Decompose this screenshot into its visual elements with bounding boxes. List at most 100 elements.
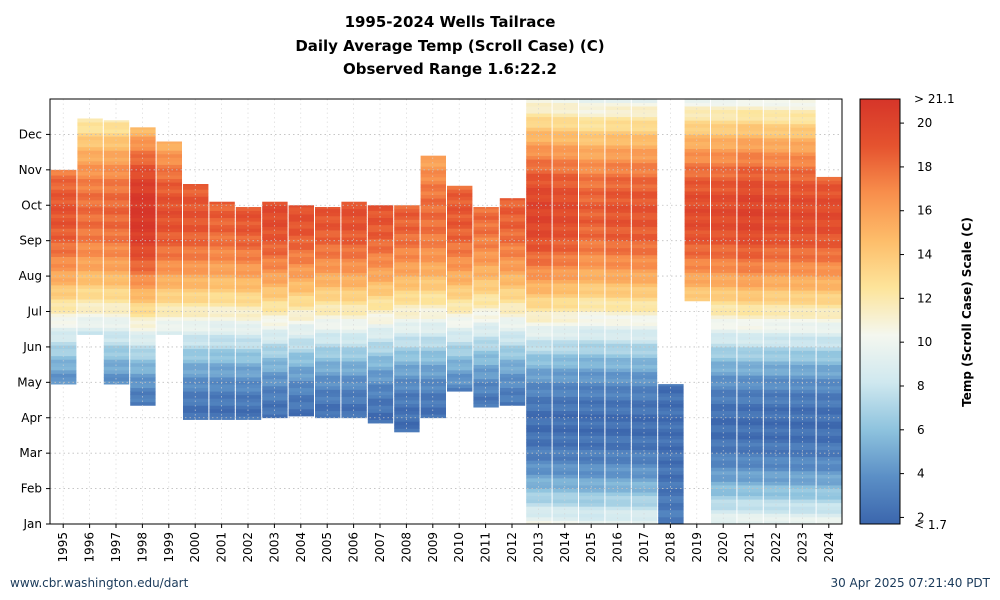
heatmap-cell [605,520,631,525]
heatmap-cell [103,341,130,346]
heatmap-cell [473,207,499,210]
heatmap-cell [658,424,684,429]
heatmap-cell [763,276,790,281]
heatmap-cell [235,320,262,325]
heatmap-cell [631,364,658,369]
heatmap-cell [790,396,816,401]
heatmap-cell [473,283,499,288]
heatmap-cell [341,237,367,242]
heatmap-cell [103,320,130,325]
heatmap-cell [447,221,473,226]
heatmap-cell [605,272,631,277]
heatmap-cell [156,143,182,148]
heatmap-cell [262,311,288,316]
heatmap-cell [420,191,446,196]
heatmap-cell [183,405,209,410]
heatmap-cell [737,137,763,142]
heatmap-cell [130,330,156,335]
heatmap-cell [394,293,420,298]
heatmap-cell [526,446,552,451]
heatmap-cell [499,217,526,222]
heatmap-cell [315,247,341,252]
heatmap-cell [631,152,658,157]
heatmap-cell [447,217,473,222]
heatmap-cell [816,513,842,518]
y-tick-label: May [17,375,42,389]
heatmap-cell [737,290,763,295]
heatmap-cell [526,368,552,373]
heatmap-cell [711,180,737,185]
heatmap-cell [156,313,182,318]
heatmap-cell [262,205,288,210]
heatmap-cell [579,293,605,298]
heatmap-cell [103,253,130,257]
heatmap-cell [262,293,288,298]
heatmap-cell [235,299,262,304]
heatmap-cell [605,428,631,433]
heatmap-cell [790,244,816,249]
heatmap-cell [288,231,314,236]
heatmap-cell [605,269,631,273]
heatmap-cell [579,403,605,408]
heatmap-cell [816,378,842,383]
heatmap-cell [130,256,156,261]
heatmap-cell [605,233,631,238]
heatmap-cell [711,329,737,334]
heatmap-cell [262,222,288,227]
heatmap-cell [209,217,235,222]
heatmap-cell [315,304,341,309]
heatmap-cell [763,173,790,178]
heatmap-cell [209,270,235,275]
heatmap-cell [552,410,578,415]
heatmap-cell [631,222,658,227]
heatmap-cell [631,137,658,142]
heatmap-cell [790,325,816,330]
heatmap-cell [658,463,684,468]
heatmap-cell [473,208,499,213]
heatmap-cell [77,132,103,137]
heatmap-cell [711,431,737,436]
heatmap-cell [367,412,394,417]
heatmap-cell [367,256,394,261]
heatmap-cell [711,116,737,121]
heatmap-cell [341,325,367,330]
heatmap-cell [367,359,394,364]
heatmap-cell [51,270,77,275]
heatmap-cell [209,391,235,396]
heatmap-cell [763,329,790,334]
heatmap-cell [130,199,156,204]
heatmap-cell [183,345,209,350]
heatmap-cell [499,224,526,229]
heatmap-cell [737,300,763,305]
heatmap-cell [711,307,737,312]
heatmap-cell [684,102,710,107]
heatmap-cell [579,116,605,121]
heatmap-cell [737,286,763,291]
heatmap-cell [526,176,552,181]
heatmap-cell [631,339,658,344]
heatmap-cell [658,407,684,412]
heatmap-cell [631,520,658,525]
source-url[interactable]: www.cbr.washington.edu/dart [10,576,189,590]
heatmap-cell [473,318,499,323]
heatmap-cell [367,394,394,399]
heatmap-cell [526,311,552,316]
heatmap-cell [684,99,710,103]
heatmap-cell [605,297,631,302]
heatmap-cell [447,249,473,254]
heatmap-cell [420,244,446,249]
heatmap-cell [552,392,578,397]
colorbar-min-label: < 1.7 [914,518,947,532]
heatmap-cell [420,382,446,387]
heatmap-cell [631,169,658,174]
heatmap-cell [711,499,737,504]
heatmap-cell [103,238,130,243]
heatmap-cell [711,378,737,383]
y-tick-label: Mar [19,446,42,460]
heatmap-cell [816,187,842,192]
heatmap-cell [631,184,658,188]
heatmap-cell [103,288,130,293]
heatmap-cell [103,136,130,141]
heatmap-cell [262,212,288,217]
heatmap-cell [763,222,790,227]
